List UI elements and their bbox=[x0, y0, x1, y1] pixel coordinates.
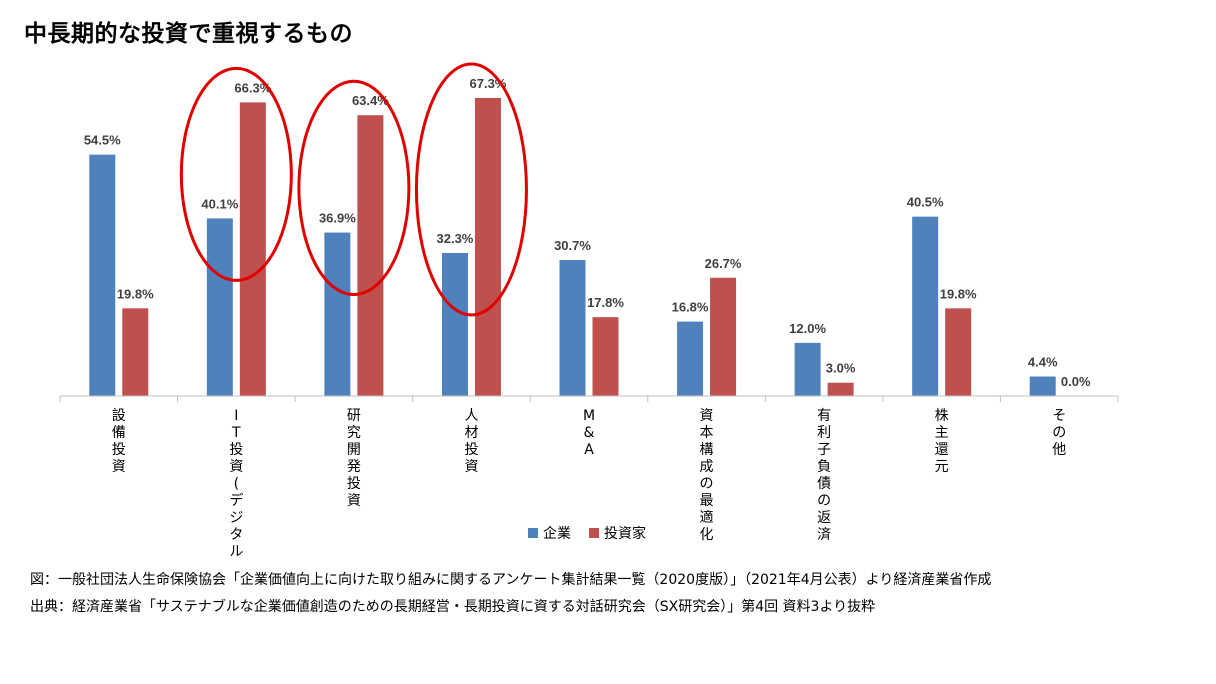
bar-company bbox=[89, 154, 116, 396]
bar-investor bbox=[474, 97, 501, 396]
bar-company bbox=[324, 232, 351, 396]
highlight-ellipse bbox=[297, 79, 411, 297]
value-label: 26.7% bbox=[705, 256, 742, 271]
highlight-ellipse bbox=[179, 66, 293, 282]
value-label: 4.4% bbox=[1028, 355, 1058, 370]
value-label: 30.7% bbox=[554, 238, 591, 253]
category-label: 研究開発投資 bbox=[347, 408, 361, 509]
bar-company bbox=[794, 342, 821, 396]
bar-company bbox=[441, 252, 468, 396]
value-label: 17.8% bbox=[587, 295, 624, 310]
bar-company bbox=[912, 216, 939, 396]
value-label: 3.0% bbox=[826, 361, 856, 376]
value-label: 54.5% bbox=[84, 133, 121, 148]
category-label: その他 bbox=[1052, 408, 1066, 458]
legend-label: 投資家 bbox=[604, 525, 646, 542]
bar-investor bbox=[239, 102, 266, 396]
legend-swatch bbox=[528, 528, 538, 538]
bar-investor bbox=[122, 308, 149, 396]
value-label: 63.4% bbox=[352, 93, 389, 108]
category-label: 設備投資 bbox=[112, 408, 126, 475]
legend-swatch bbox=[589, 528, 599, 538]
category-label: 資本構成の最適化 bbox=[700, 408, 714, 543]
category-label: 株主還元 bbox=[935, 408, 949, 475]
source-note-origin: 出典：経済産業省「サステナブルな企業価値創造のための長期経営・長期投資に資する対… bbox=[30, 599, 876, 615]
bar-investor bbox=[710, 277, 737, 396]
bar-company bbox=[559, 260, 586, 396]
chart-title: 中長期的な投資で重視するもの bbox=[24, 21, 353, 47]
value-label: 40.5% bbox=[907, 195, 944, 210]
value-label: 16.8% bbox=[672, 300, 709, 315]
bar-company bbox=[677, 321, 704, 396]
bar-company bbox=[206, 218, 233, 396]
bar-chart: 54.5%19.8%40.1%66.3%36.9%63.4%32.3%67.3%… bbox=[59, 62, 1119, 560]
category-label: 有利子負債の返済 bbox=[817, 408, 831, 543]
category-label: 人材投資 bbox=[464, 408, 478, 475]
value-label: 40.1% bbox=[201, 196, 238, 211]
bar-investor bbox=[592, 317, 619, 396]
bar-investor bbox=[827, 382, 854, 396]
value-label: 19.8% bbox=[940, 286, 977, 301]
category-label: M & A bbox=[583, 408, 595, 458]
value-label: 32.3% bbox=[437, 231, 474, 246]
value-label: 36.9% bbox=[319, 211, 356, 226]
value-label: 19.8% bbox=[117, 286, 154, 301]
value-label: 0.0% bbox=[1061, 374, 1091, 389]
bar-investor bbox=[357, 115, 384, 396]
source-note-figure: 図：一般社団法人生命保険協会「企業価値向上に向けた取り組みに関するアンケート集計… bbox=[30, 572, 992, 588]
highlight-ellipse bbox=[414, 62, 528, 317]
bar-investor bbox=[945, 308, 972, 396]
value-label: 66.3% bbox=[234, 80, 271, 95]
value-label: 12.0% bbox=[789, 321, 826, 336]
legend-label: 企業 bbox=[543, 525, 571, 542]
bar-company bbox=[1029, 376, 1056, 396]
